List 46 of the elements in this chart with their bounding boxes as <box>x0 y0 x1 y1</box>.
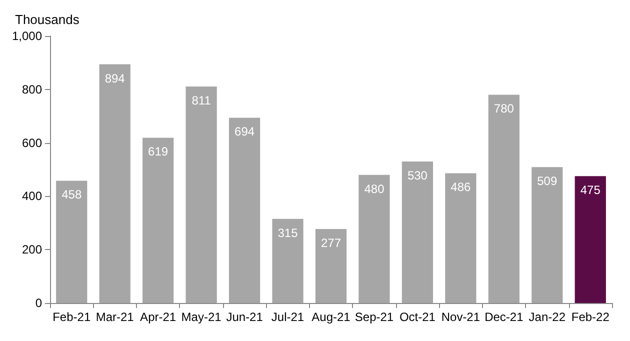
bar <box>574 176 606 303</box>
y-tick-label: 600 <box>22 136 42 150</box>
data-label: 694 <box>234 124 255 139</box>
bar <box>228 118 260 303</box>
x-tick-label: Feb-22 <box>571 310 610 324</box>
data-label: 780 <box>494 102 514 116</box>
x-tick-label: Jul-21 <box>271 310 304 324</box>
bar <box>358 174 390 303</box>
x-tick-label: Nov-21 <box>441 310 480 324</box>
x-tick-label: Apr-21 <box>140 310 176 324</box>
data-label: 315 <box>278 226 298 240</box>
data-label: 475 <box>580 183 601 198</box>
y-tick-label: 200 <box>22 242 42 257</box>
x-tick-label: Oct-21 <box>399 310 436 324</box>
bar <box>99 64 130 303</box>
y-tick-label: 400 <box>22 189 42 204</box>
data-label: 480 <box>364 182 385 196</box>
data-label: 811 <box>192 93 212 108</box>
data-label: 486 <box>450 180 472 194</box>
data-label: 277 <box>320 236 342 250</box>
data-label: 619 <box>148 144 168 159</box>
y-tick-label: 1,000 <box>12 29 42 43</box>
data-label: 530 <box>407 168 428 182</box>
bar <box>532 167 563 303</box>
x-tick-label: Feb-21 <box>52 310 91 324</box>
data-label: 509 <box>537 174 558 188</box>
y-tick-label: 0 <box>35 296 42 310</box>
bar <box>445 173 476 303</box>
bar <box>272 218 304 303</box>
y-tick-label: 800 <box>22 82 42 96</box>
bar <box>186 86 217 303</box>
bar <box>56 180 88 303</box>
x-tick-label: Sep-21 <box>354 310 394 324</box>
bar <box>488 94 520 303</box>
x-tick-label: Dec-21 <box>484 310 524 324</box>
x-tick-label: Jun-21 <box>226 310 264 324</box>
x-tick-label: Mar-21 <box>96 310 134 324</box>
data-label: 458 <box>62 188 82 202</box>
bar <box>402 161 434 303</box>
x-tick-label: Jan-22 <box>528 310 566 324</box>
bar <box>315 229 347 303</box>
y-axis-title: Thousands <box>15 12 80 27</box>
data-label: 894 <box>104 71 126 86</box>
x-tick-label: May-21 <box>181 310 222 324</box>
x-tick-label: Aug-21 <box>312 310 351 324</box>
bar <box>142 138 174 303</box>
